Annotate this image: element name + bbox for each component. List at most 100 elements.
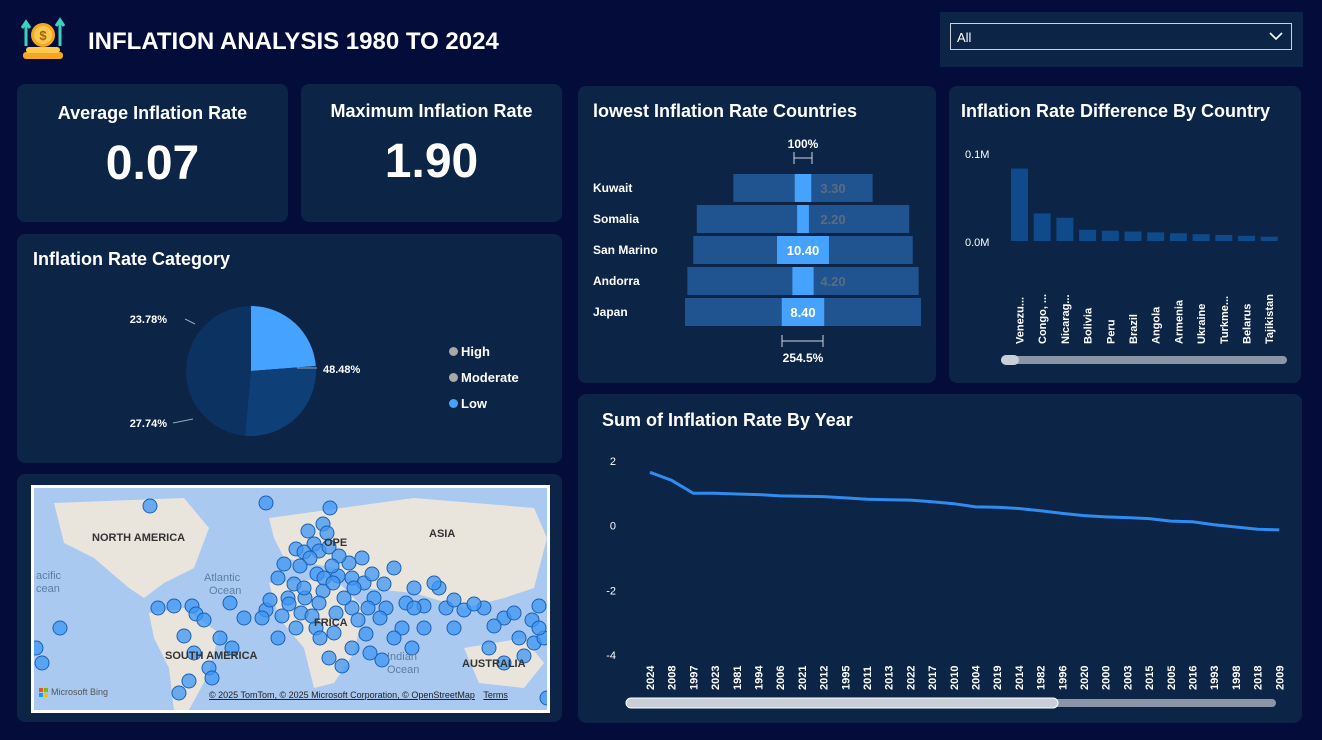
map-point[interactable] [486,618,502,634]
pie-slice-low[interactable] [251,306,316,371]
map-point[interactable] [531,620,547,636]
map-point[interactable] [258,495,274,511]
map-point[interactable] [176,628,192,644]
map-point[interactable] [224,640,240,656]
map-point[interactable] [196,612,212,628]
map-point[interactable] [312,630,328,646]
difference-bar[interactable] [1011,168,1028,241]
map-point[interactable] [324,558,340,574]
map-point[interactable] [386,630,402,646]
map-point[interactable] [254,610,270,626]
map-point[interactable] [270,630,286,646]
map-point[interactable] [150,600,166,616]
map-point[interactable] [204,670,220,686]
difference-bar[interactable] [1124,231,1142,241]
lowest-bar-4[interactable] [781,298,825,326]
difference-bar[interactable] [1169,233,1187,241]
world-map[interactable]: NORTH AMERICA ASIA OPE FRICA SOUTH AMERI… [31,485,550,713]
map-point[interactable] [350,612,366,628]
map-point[interactable] [321,650,337,666]
terms-link[interactable]: Terms [483,690,508,700]
map-point[interactable] [466,596,482,612]
map-point[interactable] [376,576,392,592]
map-point[interactable] [274,608,290,624]
map-point[interactable] [276,556,292,572]
pie-slice-moderate[interactable] [244,366,316,436]
map-point[interactable] [386,560,402,576]
map-point[interactable] [181,673,197,689]
map-point[interactable] [212,630,228,646]
map-point[interactable] [300,523,316,539]
map-point[interactable] [539,690,547,706]
map-point[interactable] [281,596,297,612]
difference-bar[interactable] [1215,234,1233,241]
map-point[interactable] [296,580,312,596]
difference-bar[interactable] [1101,230,1119,241]
map-point[interactable] [288,620,304,636]
map-point[interactable] [328,605,344,621]
lowest-bar-2[interactable] [777,236,829,264]
difference-bar[interactable] [1033,213,1051,241]
map-point[interactable] [325,575,341,591]
map-point[interactable] [52,620,68,636]
map-point[interactable] [516,648,532,664]
difference-bar[interactable] [1192,234,1210,241]
difference-bar[interactable] [1079,229,1097,241]
map-point[interactable] [481,640,497,656]
map-point[interactable] [326,625,342,641]
map-point[interactable] [531,598,547,614]
filter-dropdown[interactable]: All [950,23,1292,50]
map-point[interactable] [302,550,318,566]
map-point[interactable] [222,595,238,611]
map-point[interactable] [292,558,308,574]
map-point[interactable] [236,610,252,626]
map-point[interactable] [406,580,422,596]
map-point[interactable] [358,626,374,642]
map-point[interactable] [354,550,370,566]
legend-item-low[interactable]: Low [449,390,519,416]
yearly-scrollbar-thumb[interactable] [625,697,1059,709]
map-point[interactable] [406,600,422,616]
map-point[interactable] [334,658,350,674]
map-point[interactable] [186,645,202,661]
map-point[interactable] [416,620,432,636]
map-point[interactable] [362,645,378,661]
map-point[interactable] [404,640,420,656]
map-point[interactable] [142,498,158,514]
map-point[interactable] [311,595,327,611]
map-point[interactable] [374,652,390,668]
map-point[interactable] [321,539,337,555]
difference-bar[interactable] [1260,236,1278,241]
difference-scrollbar-track[interactable] [1001,356,1287,364]
map-point[interactable] [344,600,360,616]
map-point[interactable] [511,630,527,646]
map-point[interactable] [344,640,360,656]
map-point[interactable] [446,620,462,636]
map-point[interactable] [446,592,462,608]
map-point[interactable] [270,570,286,586]
map-point[interactable] [262,592,278,608]
lowest-bar-3[interactable] [792,267,814,295]
map-point[interactable] [360,600,376,616]
map-point[interactable] [304,608,320,624]
legend-item-moderate[interactable]: Moderate [449,364,519,390]
map-point[interactable] [346,580,362,596]
map-point[interactable] [364,566,380,582]
lowest-bar-0[interactable] [794,174,812,202]
lowest-bar-1[interactable] [797,205,809,233]
difference-bar[interactable] [1147,232,1165,241]
map-point[interactable] [34,655,50,671]
map-point[interactable] [506,605,522,621]
map-point[interactable] [496,655,512,671]
map-point[interactable] [322,500,338,516]
map-point[interactable] [171,685,187,701]
difference-bar[interactable] [1238,235,1255,241]
map-point[interactable] [336,590,352,606]
map-point[interactable] [166,598,182,614]
attribution-text[interactable]: © 2025 TomTom, © 2025 Microsoft Corporat… [209,690,475,700]
map-point[interactable] [394,620,410,636]
pie-slice-high[interactable] [185,306,251,436]
difference-scrollbar-thumb[interactable] [1001,355,1019,365]
map-point[interactable] [372,610,388,626]
legend-item-high[interactable]: High [449,338,519,364]
